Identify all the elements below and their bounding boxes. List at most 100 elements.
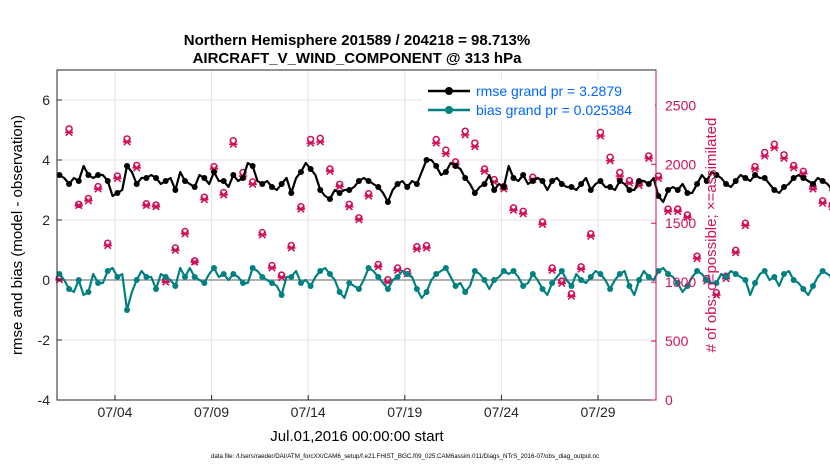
rmse-point (423, 157, 430, 163)
rmse-point (674, 187, 681, 193)
rmse-point (713, 172, 720, 178)
rmse-point (442, 169, 449, 175)
rmse-point (568, 184, 575, 190)
bias-point (616, 271, 623, 277)
rmse-point (220, 178, 227, 184)
rmse-point (375, 184, 382, 190)
plot-area (57, 70, 656, 400)
obs-assimilated-point (605, 156, 615, 165)
obs-assimilated-point (151, 202, 161, 211)
rmse-point (114, 190, 121, 196)
rmse-point (597, 178, 604, 184)
obs-assimilated-point (142, 201, 151, 210)
bias-point (529, 271, 536, 277)
bias-point (182, 274, 189, 280)
bias-point (809, 283, 816, 289)
obs-assimilated-point (374, 263, 383, 271)
rmse-point (616, 178, 623, 184)
obs-assimilated-point (161, 278, 170, 286)
y-axis-ticks: -4 -2 0 2 4 6 (38, 92, 62, 408)
obs-assimilated-point (625, 179, 634, 187)
rmse-point (365, 178, 372, 184)
legend-bias-dot (445, 106, 453, 114)
x-axis-ticks: 07/04 07/09 07/14 07/19 07/24 07/29 (97, 395, 616, 420)
legend-bias-marker (445, 106, 453, 114)
rmse-point (645, 181, 652, 187)
y2-tick-label: 1500 (665, 215, 696, 231)
rmse-point (607, 184, 614, 190)
bias-point (626, 283, 633, 289)
rmse-point (433, 163, 440, 169)
obs-assimilated-point (296, 205, 306, 213)
bias-point (104, 268, 111, 274)
obs-assimilated-point (325, 167, 335, 176)
rmse-point (723, 181, 730, 187)
obs-assimilated-point (93, 185, 103, 193)
obs-assimilated-point (267, 264, 277, 272)
bias-point (684, 283, 691, 289)
y2-tick-label: 0 (665, 392, 673, 408)
rmse-point (626, 187, 633, 193)
rmse-point (210, 169, 217, 175)
bias-point (124, 307, 131, 313)
bias-point (800, 286, 807, 292)
bias-point (404, 271, 411, 277)
rmse-point (578, 181, 585, 187)
bias-point (114, 274, 121, 280)
rmse-point (326, 196, 333, 202)
bias-point (549, 280, 556, 286)
bias-point (172, 283, 179, 289)
y-tick-label: 0 (42, 272, 50, 288)
obs-possible-point (152, 201, 160, 209)
rmse-point (752, 172, 759, 178)
obs-assimilated-point (103, 241, 112, 250)
rmse-point (384, 199, 391, 205)
obs-assimilated-point (248, 180, 257, 189)
bias-point (66, 286, 73, 292)
rmse-point (809, 181, 816, 187)
bias-point (249, 265, 256, 271)
bias-point (723, 274, 730, 280)
rmse-point (317, 187, 324, 193)
rmse-point (172, 187, 179, 193)
rmse-point (153, 175, 160, 181)
legend: rmse grand pr = 3.2879 bias grand pr = 0… (422, 80, 655, 120)
bias-point (278, 292, 285, 298)
obs-assimilated-point (345, 202, 354, 211)
rmse-point (742, 175, 749, 181)
obs-assimilated-point (316, 138, 325, 146)
bias-point (346, 280, 353, 286)
bias-point (491, 277, 498, 283)
obs-assimilated-point (422, 244, 431, 252)
rmse-point (249, 163, 256, 169)
bias-point (288, 274, 295, 280)
obs-assimilated-point (518, 210, 528, 218)
chart-title: Northern Hemisphere 201589 / 204218 = 98… (184, 32, 530, 49)
rmse-point (288, 190, 295, 196)
rmse-point (732, 178, 739, 184)
rmse-point (819, 178, 826, 184)
bias-point (133, 277, 140, 283)
legend-rmse-marker (445, 87, 453, 95)
obs-assimilated-point (441, 149, 451, 158)
data-file-footer: data file: /Users/raeder/DAI/ATM_forcXX/… (211, 453, 599, 460)
obs-assimilated-point (393, 266, 402, 275)
rmse-point (665, 187, 672, 193)
x-tick-label: 07/14 (291, 404, 326, 420)
rmse-point (481, 181, 488, 187)
obs-assimilated-point (673, 207, 682, 216)
bias-point (336, 289, 343, 295)
obs-assimilated-point (470, 142, 480, 151)
rmse-point (104, 178, 111, 184)
rmse-point (143, 175, 150, 181)
bias-point (259, 274, 266, 280)
obs-assimilated-point (692, 254, 702, 263)
obs-assimilated-point (412, 245, 422, 253)
rmse-point (500, 184, 507, 190)
bias-point (819, 268, 826, 274)
bias-point (162, 274, 169, 280)
bias-point (442, 265, 449, 271)
x-axis-label: Jul.01,2016 00:00:00 start (270, 428, 444, 445)
bias-point (317, 268, 324, 274)
